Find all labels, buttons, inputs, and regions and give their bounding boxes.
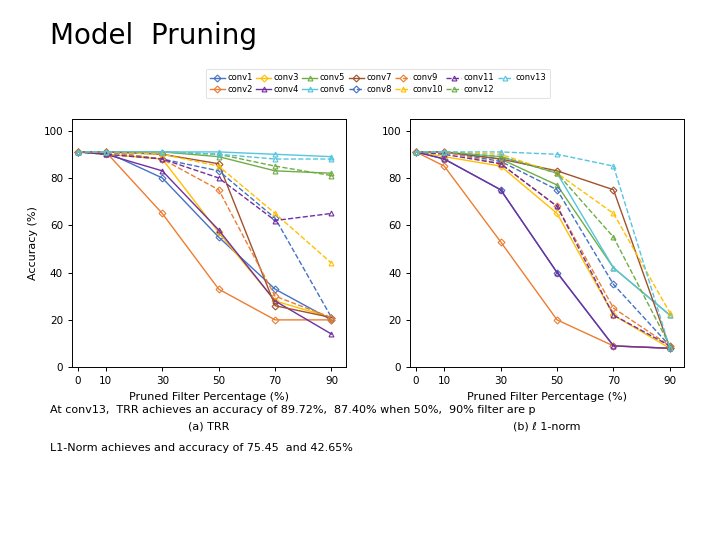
Text: (a) TRR: (a) TRR — [188, 422, 230, 432]
Text: (b) ℓ 1-norm: (b) ℓ 1-norm — [513, 422, 581, 432]
Text: Model  Pruning: Model Pruning — [50, 22, 258, 50]
X-axis label: Pruned Filter Percentage (%): Pruned Filter Percentage (%) — [467, 392, 627, 402]
Text: At conv13,  TRR achieves an accuracy of 89.72%,  87.40% when 50%,  90% filter ar: At conv13, TRR achieves an accuracy of 8… — [50, 405, 536, 415]
X-axis label: Pruned Filter Percentage (%): Pruned Filter Percentage (%) — [129, 392, 289, 402]
Y-axis label: Accuracy (%): Accuracy (%) — [28, 206, 37, 280]
Text: L1-Norm achieves and accuracy of 75.45  and 42.65%: L1-Norm achieves and accuracy of 75.45 a… — [50, 443, 354, 453]
Legend: conv1, conv2, conv3, conv4, conv5, conv6, conv7, conv8, conv9, conv10, conv11, c: conv1, conv2, conv3, conv4, conv5, conv6… — [206, 69, 550, 98]
